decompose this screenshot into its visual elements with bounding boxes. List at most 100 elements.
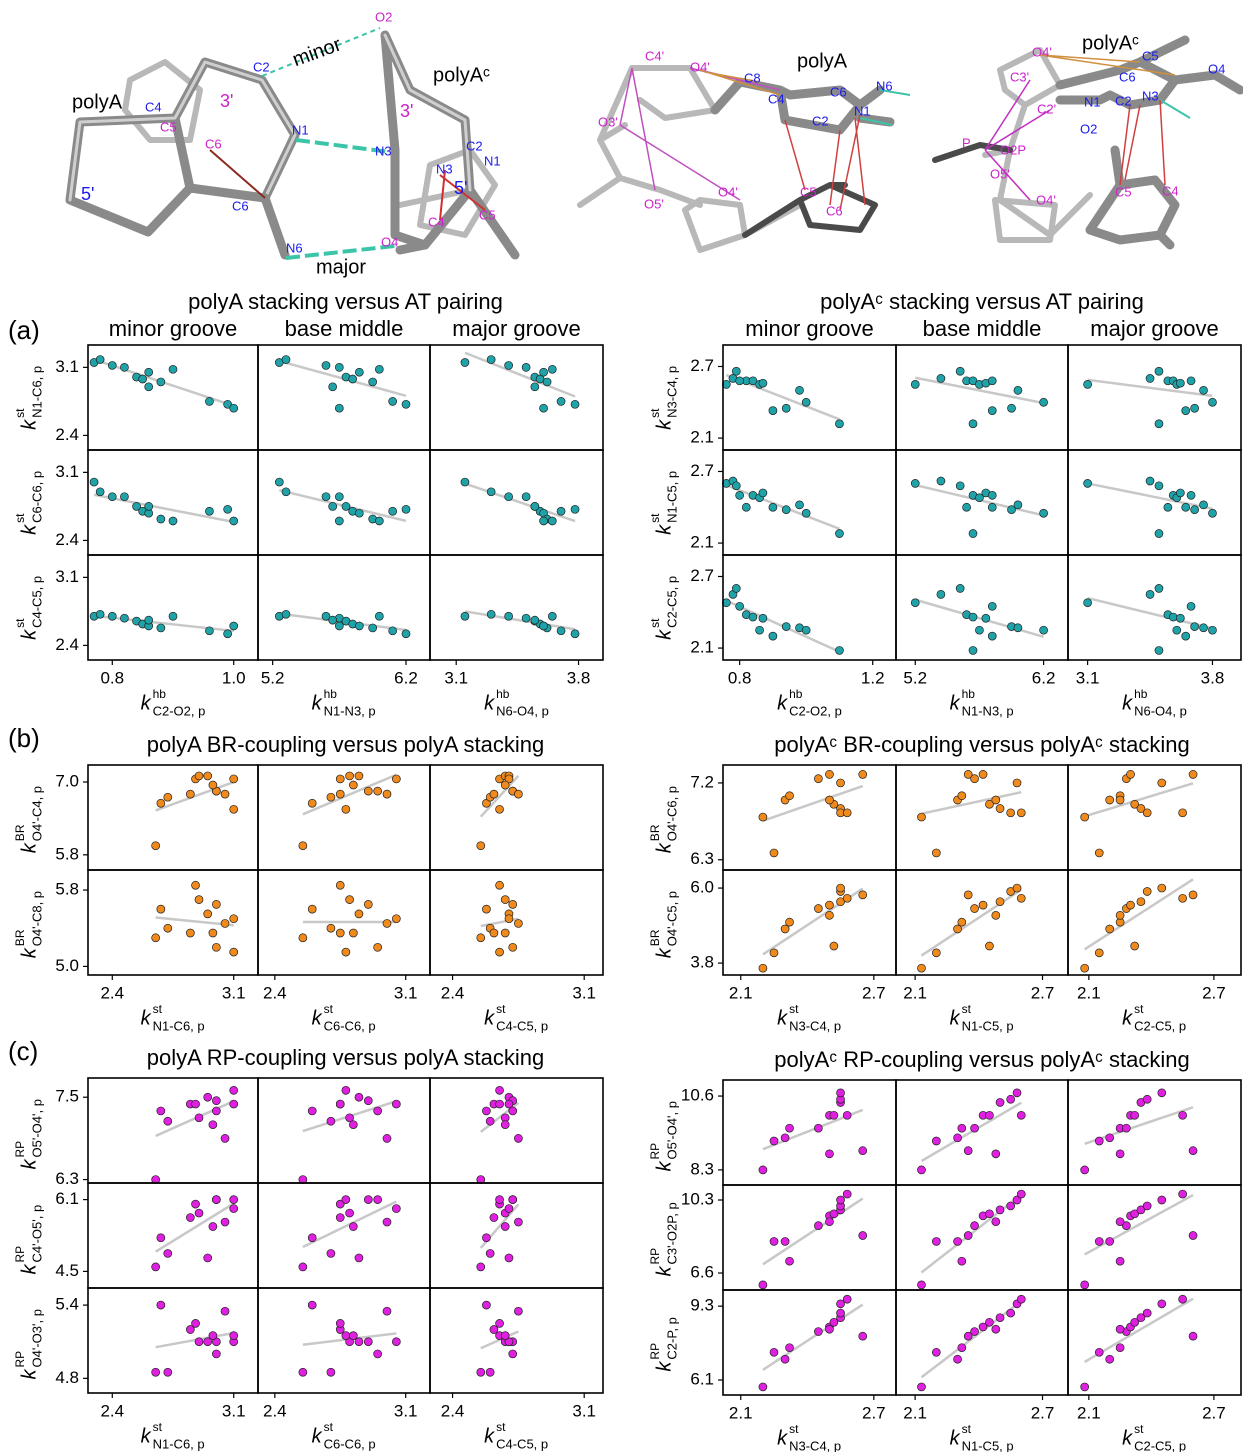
- point: [971, 1124, 979, 1132]
- point: [152, 1368, 160, 1376]
- point: [1189, 1332, 1197, 1340]
- point: [342, 502, 350, 510]
- point: [1187, 491, 1195, 499]
- point: [736, 491, 744, 499]
- point: [496, 1196, 504, 1204]
- point: [355, 772, 363, 780]
- point: [969, 646, 977, 654]
- panel-label: (c): [8, 1036, 38, 1066]
- axis-sup: st: [648, 513, 662, 523]
- point: [157, 799, 165, 807]
- figure: polyA C4 3' C5 C6 C2 minor O2 polyAᶜ 3' …: [0, 0, 1243, 1452]
- point: [917, 964, 925, 972]
- point: [509, 1196, 517, 1204]
- point: [1007, 1202, 1015, 1210]
- label: N3: [375, 143, 392, 158]
- x-tick-label: 2.1: [903, 983, 927, 1002]
- axis-sub: O4'-C5, p: [664, 891, 679, 946]
- point: [1179, 809, 1187, 817]
- point: [1176, 379, 1184, 387]
- point: [843, 1295, 851, 1303]
- label: C2: [1115, 93, 1132, 108]
- point: [786, 1124, 794, 1132]
- point: [825, 796, 833, 804]
- label: C3': [1010, 69, 1029, 84]
- point: [374, 1107, 382, 1115]
- point: [349, 375, 357, 383]
- x-tick-label: 2.7: [1031, 1403, 1055, 1422]
- point: [1143, 1095, 1151, 1103]
- point: [204, 1254, 212, 1262]
- point: [1187, 377, 1195, 385]
- point: [1189, 1147, 1197, 1155]
- y-tick-label: 2.1: [690, 533, 714, 552]
- point: [964, 1147, 972, 1155]
- point: [486, 1368, 494, 1376]
- point: [1189, 770, 1197, 778]
- chart-title: polyAᶜ RP-coupling versus polyAᶜ stackin…: [774, 1047, 1189, 1072]
- label: O2P: [1000, 142, 1026, 157]
- axis-sup: st: [153, 1002, 163, 1016]
- point: [802, 398, 810, 406]
- point: [1187, 602, 1195, 610]
- label: N3: [1142, 88, 1159, 103]
- panel-frame: [1068, 765, 1241, 870]
- x-tick-label: 0.8: [100, 668, 124, 687]
- point: [770, 849, 778, 857]
- point: [496, 1086, 504, 1094]
- axis-sup: BR: [13, 929, 27, 946]
- point: [759, 1166, 767, 1174]
- point: [355, 1093, 363, 1101]
- panel-frame: [723, 1290, 896, 1395]
- point: [571, 630, 579, 638]
- axis-symbol: k: [141, 692, 152, 714]
- point: [958, 792, 966, 800]
- point: [505, 493, 513, 501]
- point: [209, 781, 217, 789]
- point: [496, 1319, 504, 1327]
- axis-sub: C6-C6, p: [324, 1018, 376, 1033]
- point: [329, 616, 337, 624]
- structure-right: O4' polyAᶜ C5 O4 C3' C6 N3 N1 C2 C2' P O…: [935, 32, 1240, 245]
- point: [1158, 884, 1166, 892]
- point: [1081, 964, 1089, 972]
- axis-symbol: k: [18, 524, 40, 535]
- point: [835, 646, 843, 654]
- axis-sup: st: [13, 513, 27, 523]
- label: polyAᶜ: [1082, 32, 1139, 54]
- point: [1116, 1150, 1124, 1158]
- axis-symbol: k: [141, 1425, 152, 1447]
- point: [157, 905, 165, 913]
- point: [786, 1257, 794, 1265]
- point: [1146, 590, 1154, 598]
- point: [335, 363, 343, 371]
- point: [992, 1150, 1000, 1158]
- point: [221, 1218, 229, 1226]
- trend-line: [763, 1199, 863, 1265]
- point: [108, 493, 116, 501]
- label: N3: [436, 161, 453, 176]
- x-tick-label: 3.1: [444, 668, 468, 687]
- point: [988, 491, 996, 499]
- axis-sub: N1-N3, p: [324, 703, 376, 718]
- point: [230, 915, 238, 923]
- point: [1208, 398, 1216, 406]
- y-tick-label: 6.1: [690, 1369, 714, 1388]
- axis-sub: N1-N3, p: [962, 703, 1014, 718]
- label: 3': [400, 101, 413, 121]
- trend-line: [303, 1202, 396, 1247]
- point: [911, 380, 919, 388]
- axis-label: kstC6-C6, p: [13, 471, 44, 535]
- point: [814, 905, 822, 913]
- axis-sub: N3-C4, p: [789, 1438, 841, 1452]
- point: [522, 614, 530, 622]
- axis-label: kBRO4'-C8, p: [13, 891, 44, 958]
- point: [540, 622, 548, 630]
- panel-frame: [430, 450, 603, 555]
- label: C4': [645, 48, 664, 63]
- point: [186, 1214, 194, 1222]
- point: [917, 1383, 925, 1391]
- point: [1173, 626, 1181, 634]
